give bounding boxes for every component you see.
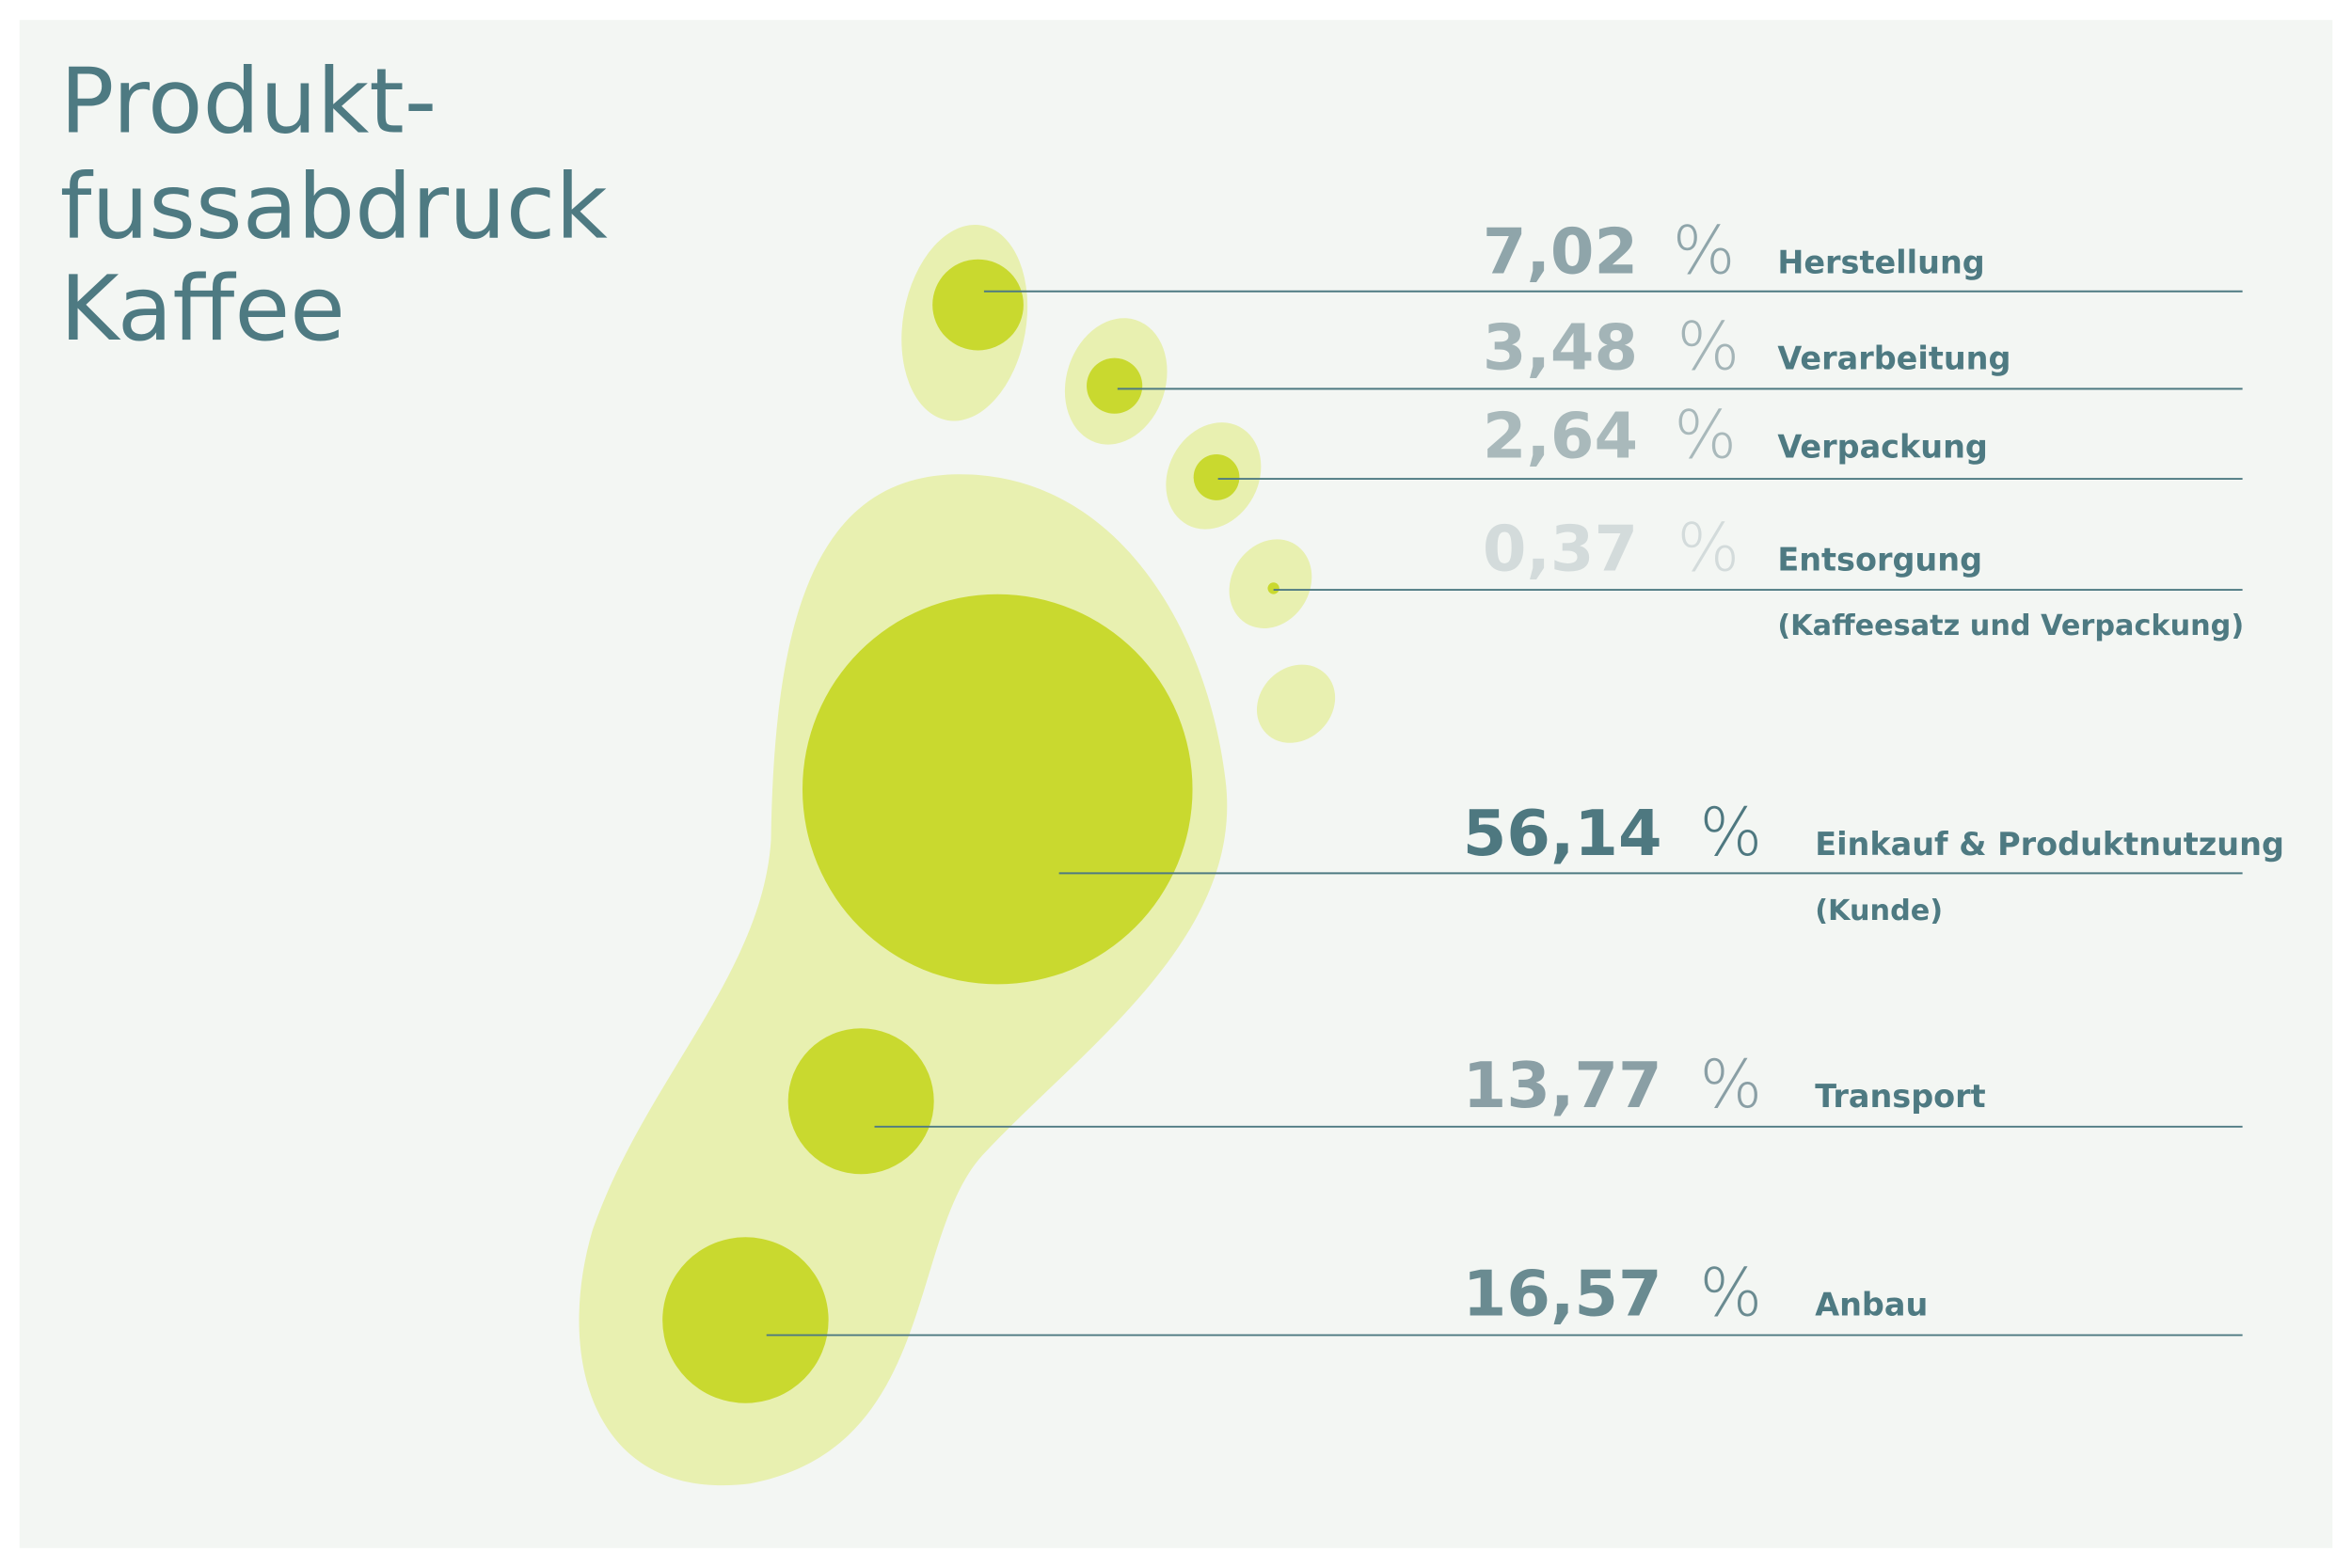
- value-label: 7,02: [1483, 215, 1638, 289]
- category-label: Transport: [1815, 1078, 1985, 1115]
- category-label: Anbau: [1815, 1287, 1928, 1323]
- category-sublabel: (Kunde): [1815, 895, 1943, 927]
- unit-label: %: [1699, 794, 1762, 871]
- value-label: 56,14: [1463, 797, 1662, 870]
- bubble: [1267, 582, 1279, 594]
- unit-label: %: [1699, 1046, 1762, 1123]
- category-sublabel: (Kaffeesatz und Verpackung): [1777, 610, 2244, 642]
- unit-label: %: [1673, 213, 1736, 290]
- bubble: [802, 594, 1193, 985]
- title-line: Kaffee: [60, 256, 345, 361]
- unit-label: %: [1699, 1255, 1762, 1332]
- value-label: 13,77: [1463, 1049, 1662, 1122]
- bubble: [1087, 357, 1143, 414]
- value-label: 0,37: [1483, 512, 1638, 585]
- category-label: Einkauf & Produktnutzung: [1815, 826, 2284, 863]
- title-line: fussabdruck: [60, 153, 609, 259]
- unit-label: %: [1677, 509, 1740, 586]
- value-label: 3,48: [1483, 311, 1638, 385]
- value-label: 16,57: [1463, 1258, 1662, 1331]
- title-line: Produkt-: [60, 49, 437, 154]
- bubble: [662, 1237, 829, 1403]
- value-label: 2,64: [1483, 400, 1638, 473]
- category-label: Entsorgung: [1777, 541, 1982, 578]
- unit-label: %: [1674, 397, 1737, 474]
- bubble: [1193, 454, 1240, 500]
- category-label: Verpackung: [1777, 429, 1988, 466]
- bubble: [787, 1028, 934, 1175]
- category-label: Verarbeitung: [1777, 341, 2010, 377]
- bubble: [932, 259, 1024, 351]
- category-label: Herstellung: [1777, 245, 1984, 281]
- toe: [1256, 664, 1336, 743]
- unit-label: %: [1677, 309, 1740, 386]
